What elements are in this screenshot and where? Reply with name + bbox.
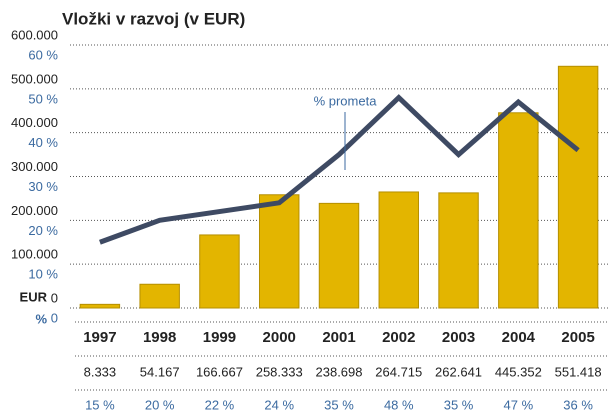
yticks-label: 300.000	[11, 159, 58, 174]
y-axis-label: EUR	[20, 289, 48, 304]
category-label: 2004	[502, 329, 536, 346]
percent-label: 48 %	[384, 397, 414, 410]
value-label: 54.167	[140, 364, 180, 379]
category-label: 1998	[143, 329, 176, 346]
percent-label: 35 %	[444, 397, 474, 410]
y2ticks-label: 40 %	[28, 135, 58, 150]
value-label: 8.333	[84, 364, 117, 379]
percent-label: 35 %	[324, 397, 354, 410]
percent-label: 15 %	[85, 397, 115, 410]
bar	[318, 202, 360, 309]
percent-label: 22 %	[205, 397, 235, 410]
category-label: 2005	[561, 329, 594, 346]
chart-title: Vložki v razvoj (v EUR)	[62, 9, 245, 28]
bar	[498, 112, 539, 309]
percent-label: 47 %	[504, 397, 534, 410]
y2ticks-label: 0	[51, 310, 58, 325]
value-label: 238.698	[316, 364, 363, 379]
category-label: 2001	[322, 329, 355, 346]
value-label: 262.641	[435, 364, 482, 379]
y2ticks-label: 10 %	[28, 267, 58, 282]
category-label: 2000	[263, 329, 296, 346]
value-label: 264.715	[375, 364, 422, 379]
category-label: 1997	[83, 329, 116, 346]
percent-label: 36 %	[563, 397, 593, 410]
percent-label: 24 %	[264, 397, 294, 410]
value-label: 258.333	[256, 364, 303, 379]
y2ticks-label: 30 %	[28, 179, 58, 194]
value-label: 445.352	[495, 364, 542, 379]
bar	[139, 283, 180, 309]
value-label: 166.667	[196, 364, 243, 379]
category-label: 2002	[382, 329, 415, 346]
bar	[378, 191, 420, 309]
line	[99, 94, 580, 245]
yticks-label: 200.000	[11, 203, 58, 218]
value-label: 551.418	[555, 364, 602, 379]
bar	[557, 65, 599, 309]
yticks-label: 500.000	[11, 71, 58, 86]
bar	[258, 194, 300, 309]
yticks-label: 400.000	[11, 115, 58, 130]
percent-label: 20 %	[145, 397, 175, 410]
yticks-label: 100.000	[11, 247, 58, 262]
y2ticks-label: 60 %	[28, 47, 58, 62]
bar	[199, 234, 240, 309]
yticks-label: 600.000	[11, 27, 58, 42]
line-name: % prometa	[314, 93, 378, 108]
bar	[79, 303, 121, 309]
category-label: 1999	[203, 329, 236, 346]
bar	[438, 192, 479, 309]
y2-axis-label: %	[35, 311, 47, 326]
yticks-label: 0	[51, 290, 58, 305]
category-label: 2003	[442, 329, 475, 346]
y2ticks-label: 20 %	[28, 223, 58, 238]
y2ticks-label: 50 %	[28, 91, 58, 106]
